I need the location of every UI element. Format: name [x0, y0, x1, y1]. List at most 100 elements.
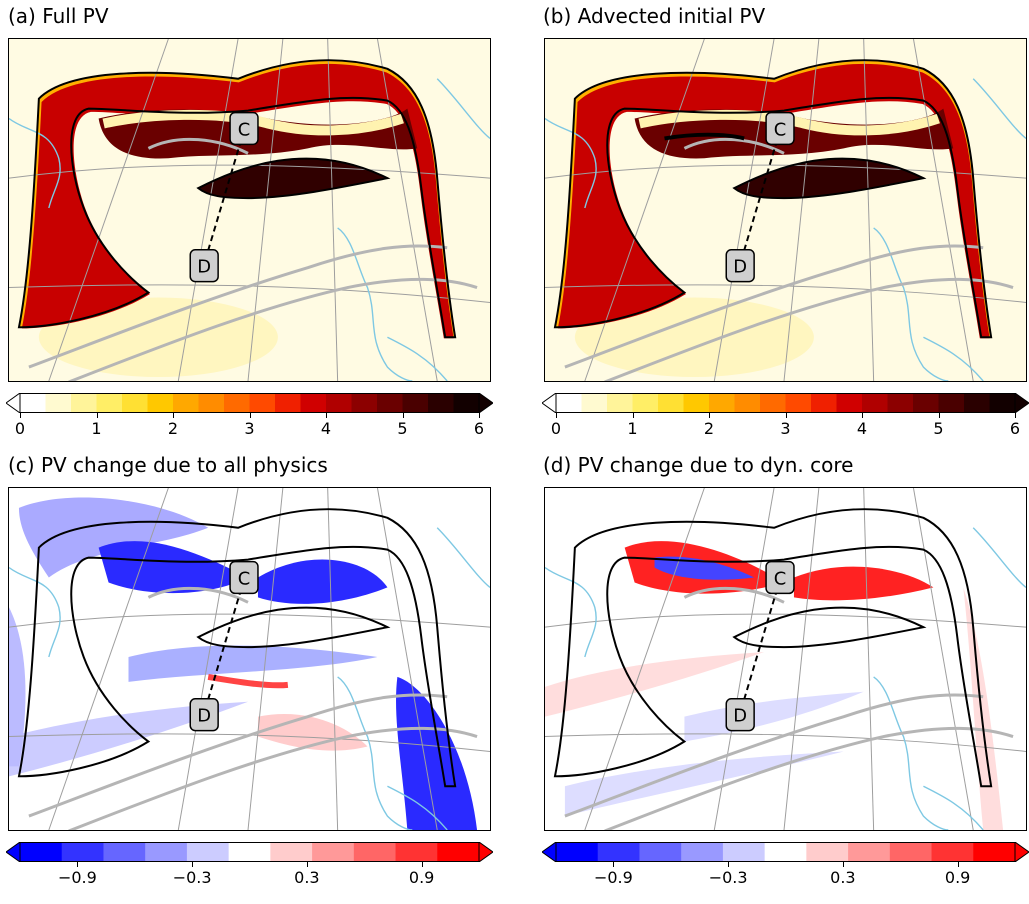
pv-colorbar-segment: [683, 393, 710, 413]
cross-section-line: [203, 579, 245, 713]
pv-colorbar-segment: [964, 393, 990, 413]
pv-colorbar-tick-label: 0: [550, 419, 562, 438]
diff-colorbar-segment: [437, 842, 480, 862]
diff-colorbar-segment: [681, 842, 724, 862]
pv-colorbar-tick-label: 4: [856, 419, 868, 438]
pv-colorbar-tick-mark: [1015, 413, 1016, 418]
graticule-line: [713, 488, 775, 830]
marker-c-box: [229, 560, 259, 595]
pv-colorbar-tick-mark: [632, 413, 634, 418]
diff-colorbar-extend-max: [1014, 841, 1029, 863]
diff-colorbar-segment: [353, 842, 397, 862]
diff-colorbar-segment: [395, 842, 438, 862]
pv-colorbar-segment: [300, 393, 327, 413]
pv-colorbar-tick-mark: [785, 413, 787, 418]
diff-colorbar-segment: [722, 842, 766, 862]
pv-colorbar-extend-max: [478, 392, 494, 414]
cross-section-line: [739, 130, 781, 264]
diff-colorbar-segment: [270, 842, 313, 862]
anomaly-region: [18, 497, 209, 578]
pv-colorbar-tick-label: 3: [244, 419, 255, 438]
diff-colorbar-tick-mark: [192, 862, 194, 867]
pv-colorbar-tick-label: 3: [780, 419, 791, 438]
diff-colorbar-segment: [312, 842, 355, 862]
pv-colorbar-segment: [224, 393, 250, 413]
marker-d-label: D: [733, 706, 747, 727]
pv-colorbar-segment: [198, 393, 225, 413]
coastline: [972, 527, 1026, 588]
coastline: [436, 78, 490, 139]
pv-colorbar-extend-max: [1014, 392, 1029, 414]
pv-colorbar-tick-mark: [862, 413, 863, 418]
pv-contour: [17, 59, 457, 339]
pv-colorbar-tick-label: 1: [627, 419, 638, 438]
diff-colorbar-tick-mark: [728, 862, 730, 867]
pv-contour-inner: [196, 606, 391, 649]
pv-colorbar-segment: [938, 393, 965, 413]
graticule-line: [376, 39, 438, 381]
anomaly-region: [128, 645, 378, 682]
marker-c-label: C: [774, 568, 787, 589]
marker-d-label: D: [733, 257, 747, 278]
pv-colorbar-segment: [122, 393, 148, 413]
pv-colorbar-segment: [428, 393, 454, 413]
pv-colorbar-segment: [760, 393, 786, 413]
gray-contour: [147, 586, 249, 604]
pv-colorbar-tick-label: 6: [473, 419, 485, 438]
graticule-line: [9, 613, 490, 628]
graticule-line: [783, 488, 820, 830]
pv-colorbar-segment: [71, 393, 97, 413]
diff-colorbar-tick-label: −0.9: [593, 868, 633, 887]
pv-band-core: [557, 63, 990, 339]
pv-colorbar-segment: [862, 393, 888, 413]
pv-colorbar-segment: [836, 393, 863, 413]
pv-filament: [664, 132, 745, 141]
coastline: [9, 566, 61, 658]
anomaly-region: [9, 607, 26, 767]
diff-colorbar-extend-min: [5, 841, 21, 863]
pv-colorbar-frame: [555, 393, 1016, 413]
marker-d-box: [725, 249, 755, 283]
panel-c-title: (c) PV change due to all physics: [8, 453, 328, 477]
graticule-line: [545, 733, 1026, 752]
marker-c-label: C: [238, 568, 251, 589]
pv-band-core: [21, 63, 454, 339]
pv-colorbar-segment: [811, 393, 837, 413]
pv-colorbar-segment: [785, 393, 812, 413]
graticule-line: [783, 39, 820, 381]
pv-colorbar-extend-min: [5, 392, 21, 414]
marker-d-box: [189, 698, 219, 732]
graticule-line: [48, 488, 169, 830]
pv-contour-inner: [196, 157, 391, 200]
anomaly-region: [545, 652, 765, 717]
marker-c: C: [765, 560, 795, 595]
pv-colorbar-segment: [581, 393, 608, 413]
panel-b-title: (b) Advected initial PV: [543, 4, 766, 28]
pv-colorbar-segment: [45, 393, 72, 413]
diff-colorbar-tick-label: 0.9: [944, 868, 971, 887]
panel-d-title: (d) PV change due to dyn. core: [543, 453, 854, 477]
marker-c: C: [765, 111, 795, 146]
graticule-line: [912, 488, 974, 830]
marker-c: C: [229, 111, 259, 146]
pv-colorbar-tick-label: 5: [397, 419, 408, 438]
pv-low-region: [38, 297, 278, 378]
graticule-line: [9, 164, 490, 179]
anomaly-region: [9, 701, 249, 777]
marker-d: D: [189, 698, 219, 732]
diff-colorbar-segment: [186, 842, 230, 862]
pv-colorbar-tick-label: 0: [14, 419, 26, 438]
diff-colorbar-segment: [848, 842, 891, 862]
anomaly-region: [793, 566, 934, 601]
graticule-line: [376, 488, 438, 830]
diff-colorbar-frame: [19, 842, 480, 862]
pv-colorbar-segment: [709, 393, 735, 413]
coastline: [972, 78, 1026, 139]
anomaly-region: [654, 556, 755, 580]
graticule-line: [9, 733, 490, 752]
anomaly-region: [396, 676, 478, 830]
diff-colorbar-tick-mark: [957, 862, 959, 867]
diff-colorbar-tick-mark: [613, 862, 615, 867]
